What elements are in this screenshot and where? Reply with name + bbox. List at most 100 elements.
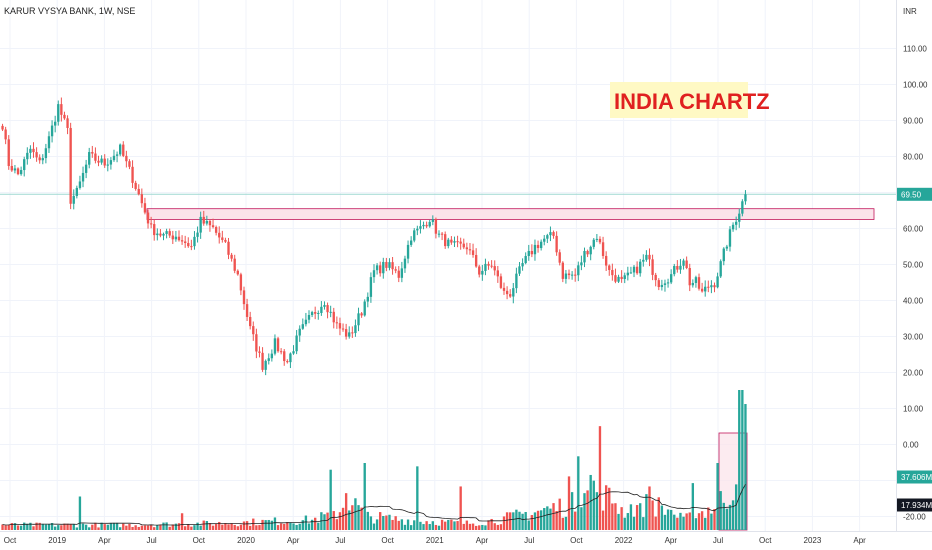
candle [431, 215, 434, 226]
candle-body [13, 168, 17, 171]
volume-bar [716, 463, 719, 530]
volume-bar [521, 513, 524, 530]
candle-body [589, 246, 592, 255]
volume-bar [589, 474, 592, 530]
candle-body [245, 304, 249, 317]
volume-bar [140, 525, 144, 530]
candle [375, 263, 379, 275]
time-tick-label: Oct [4, 536, 17, 545]
volume-bar [592, 480, 595, 530]
candle-body [391, 262, 394, 270]
candle-body [639, 261, 642, 274]
volume-bar [444, 521, 447, 530]
candle [527, 244, 530, 261]
volume-bar [428, 524, 431, 530]
volume-bar [586, 490, 589, 530]
volume-bar [694, 518, 698, 530]
candle [270, 349, 274, 362]
volume-bar [707, 507, 710, 530]
candle [499, 273, 503, 290]
volume-bar [725, 508, 729, 530]
candle-body [744, 194, 747, 202]
candle-body [199, 216, 202, 233]
candle [608, 264, 611, 276]
price-axis[interactable]: 110.00100.0090.0080.0070.0060.0050.0040.… [903, 45, 928, 522]
candle-body [614, 275, 617, 282]
time-tick-label: 2019 [48, 536, 66, 545]
candle [239, 272, 243, 296]
candle [518, 262, 521, 276]
volume-bar [100, 522, 103, 530]
volume-bar [329, 469, 332, 530]
candle-body [279, 351, 283, 353]
candle-body [416, 228, 419, 231]
price-badges: 69.50 37.606M 17.934M [897, 187, 932, 512]
volume-bar [270, 520, 274, 530]
volume-bar [26, 523, 29, 530]
resistance-zone[interactable] [146, 208, 875, 220]
candle [109, 157, 113, 170]
candle [78, 175, 82, 190]
candle [236, 269, 239, 276]
price-tick-label: 80.00 [903, 153, 924, 162]
candle [156, 228, 159, 241]
candle-body [16, 168, 20, 175]
volume-bar [499, 524, 503, 530]
candle-body [295, 335, 298, 352]
candle-body [444, 234, 447, 247]
candle-body [546, 235, 549, 239]
candle [335, 316, 339, 329]
candle-body [372, 270, 376, 278]
time-axis[interactable]: Oct 2019 Apr Jul Oct 2020 Apr Jul Oct 2021 Apr Jul O… [4, 536, 866, 545]
volume-bar [360, 507, 363, 530]
candle-body [7, 139, 10, 166]
candle-body [125, 155, 128, 162]
candle [484, 258, 487, 276]
candle-body [366, 296, 369, 302]
candle-body [26, 152, 29, 160]
volume-bar [567, 476, 571, 530]
volume-bar [286, 522, 289, 530]
candle [440, 232, 444, 241]
candle [310, 310, 314, 318]
candle-body [193, 236, 196, 247]
volume-bar [193, 525, 196, 530]
candle [502, 282, 506, 295]
candle [100, 155, 103, 165]
volume-bar [391, 519, 394, 530]
volume-bar [137, 526, 140, 530]
candle-body [453, 241, 456, 243]
candle [413, 228, 416, 243]
candle [632, 265, 636, 278]
volume-bar [437, 525, 441, 530]
volume-bar [635, 505, 639, 530]
candle [536, 240, 540, 253]
candle [453, 236, 456, 248]
candle-body [255, 334, 258, 352]
volume-bar [255, 525, 258, 530]
candle-body [691, 282, 695, 286]
candle-body [236, 270, 239, 275]
candle-body [490, 265, 493, 267]
volume-bar [91, 524, 94, 530]
volume-bar [704, 517, 707, 530]
candle [53, 115, 57, 133]
candle [481, 264, 484, 281]
candle [174, 230, 178, 242]
candle [505, 286, 509, 300]
candle-body [326, 305, 329, 313]
volume-bar [106, 524, 109, 530]
candle [10, 159, 14, 172]
volume-bar [629, 504, 633, 530]
candle-body [471, 250, 475, 255]
candle [283, 349, 286, 366]
volume-bar [530, 515, 534, 530]
candle-body [267, 358, 270, 361]
candle-body [354, 325, 357, 334]
candle [611, 263, 614, 281]
candle [66, 115, 69, 135]
candle-body [60, 104, 63, 115]
candle [645, 250, 648, 262]
volume-bar [369, 516, 373, 530]
